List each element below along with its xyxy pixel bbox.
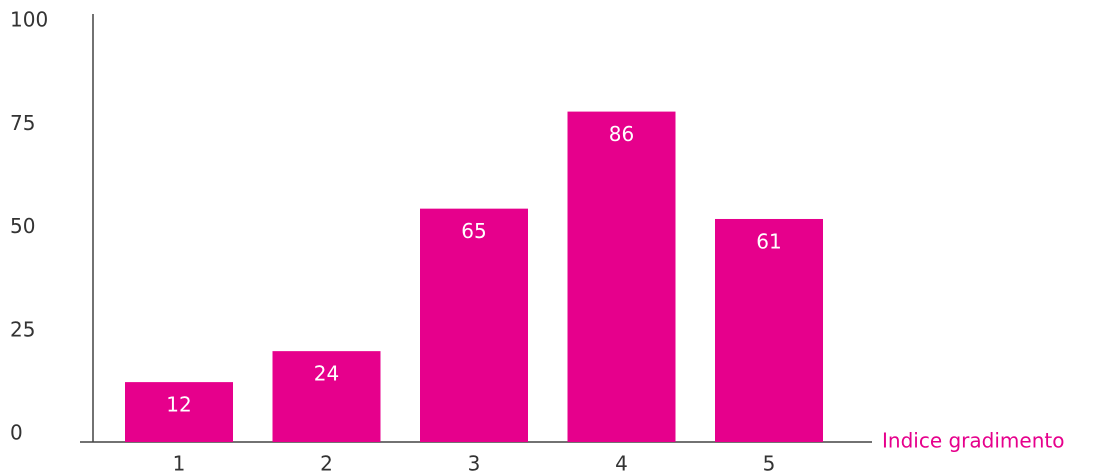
bar-data-label: 24 bbox=[314, 362, 339, 386]
bar-data-label: 12 bbox=[166, 393, 191, 417]
bar-data-label: 61 bbox=[756, 229, 781, 253]
x-tick-label: 3 bbox=[468, 452, 481, 475]
x-tick-label: 4 bbox=[615, 452, 628, 475]
x-tick-label: 1 bbox=[173, 452, 186, 475]
y-tick-label: 50 bbox=[10, 214, 35, 238]
data-labels: 12 24 65 86 61 bbox=[166, 122, 781, 417]
bars bbox=[125, 111, 823, 442]
x-axis-title: Indice gradimento bbox=[882, 429, 1064, 453]
y-tick-label: 0 bbox=[10, 421, 23, 445]
y-tick-labels: 0 25 50 75 100 bbox=[10, 8, 48, 445]
bar bbox=[420, 208, 528, 442]
bar-data-label: 86 bbox=[609, 122, 634, 146]
bar bbox=[125, 382, 233, 442]
bar bbox=[715, 218, 823, 442]
x-tick-labels: 1 2 3 4 5 bbox=[173, 452, 776, 475]
bar bbox=[567, 111, 676, 442]
x-tick-label: 2 bbox=[320, 452, 333, 475]
y-tick-label: 25 bbox=[10, 317, 35, 341]
y-tick-label: 100 bbox=[10, 8, 48, 32]
y-tick-label: 75 bbox=[10, 111, 35, 135]
x-tick-label: 5 bbox=[763, 452, 776, 475]
bar-data-label: 65 bbox=[461, 219, 486, 243]
bar bbox=[272, 351, 381, 442]
